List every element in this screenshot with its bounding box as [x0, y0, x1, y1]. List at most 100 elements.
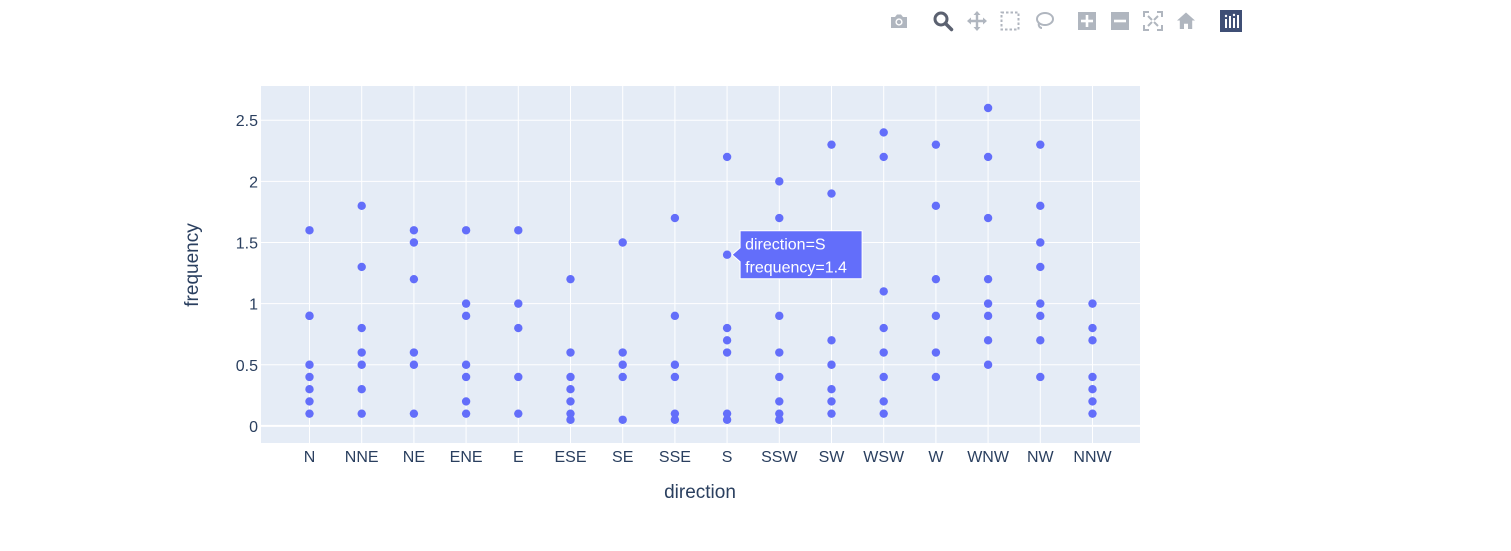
data-point[interactable] — [722, 409, 732, 418]
data-point[interactable] — [931, 274, 941, 284]
data-point[interactable] — [775, 372, 784, 382]
data-point[interactable] — [618, 415, 627, 424]
data-point[interactable] — [931, 372, 941, 382]
data-point[interactable] — [879, 152, 888, 162]
data-point[interactable] — [514, 372, 523, 382]
data-point[interactable] — [305, 397, 314, 406]
zoom-in-icon[interactable] — [1074, 8, 1100, 34]
data-point[interactable] — [618, 360, 627, 369]
data-point[interactable] — [305, 385, 314, 394]
data-point[interactable] — [514, 323, 523, 333]
data-point[interactable] — [879, 287, 888, 296]
data-point[interactable] — [775, 213, 784, 223]
data-point[interactable] — [357, 201, 366, 211]
data-point[interactable] — [305, 372, 314, 382]
data-point[interactable] — [879, 348, 888, 357]
plot-area[interactable] — [261, 86, 1140, 443]
data-point[interactable] — [1036, 299, 1045, 308]
plotly-logo-icon[interactable] — [1218, 8, 1244, 34]
data-point[interactable] — [775, 348, 784, 357]
data-point[interactable] — [670, 311, 680, 321]
data-point[interactable] — [879, 323, 888, 333]
data-point[interactable] — [983, 213, 993, 223]
data-point[interactable] — [931, 311, 941, 321]
data-point[interactable] — [879, 128, 888, 137]
data-point[interactable] — [566, 372, 575, 382]
data-point[interactable] — [1036, 140, 1045, 149]
data-point[interactable] — [514, 409, 523, 418]
data-point[interactable] — [722, 336, 732, 345]
data-point[interactable] — [357, 323, 366, 333]
data-point[interactable] — [670, 409, 680, 418]
data-point[interactable] — [670, 372, 680, 382]
data-point[interactable] — [931, 348, 941, 357]
reset-axes-icon[interactable] — [1173, 8, 1199, 34]
box-select-icon[interactable] — [997, 8, 1023, 34]
data-point[interactable] — [461, 226, 471, 235]
data-point[interactable] — [983, 311, 993, 321]
camera-icon[interactable] — [886, 8, 912, 34]
data-point[interactable] — [931, 201, 941, 211]
data-point[interactable] — [461, 311, 471, 321]
data-point[interactable] — [409, 360, 419, 369]
data-point[interactable] — [461, 372, 471, 382]
data-point[interactable] — [357, 409, 366, 418]
data-point[interactable] — [305, 226, 314, 235]
data-point[interactable] — [827, 385, 836, 394]
data-point[interactable] — [722, 152, 732, 162]
data-point[interactable] — [1088, 385, 1097, 394]
data-point[interactable] — [409, 348, 419, 357]
data-point[interactable] — [931, 140, 941, 149]
data-point[interactable] — [514, 226, 523, 235]
data-point[interactable] — [566, 397, 575, 406]
lasso-select-icon[interactable] — [1031, 8, 1057, 34]
data-point[interactable] — [670, 213, 680, 223]
data-point[interactable] — [827, 360, 836, 369]
data-point[interactable] — [1036, 201, 1045, 211]
data-point[interactable] — [775, 415, 784, 424]
data-point[interactable] — [409, 226, 419, 235]
data-point[interactable] — [983, 274, 993, 284]
data-point[interactable] — [879, 409, 888, 418]
data-point[interactable] — [305, 311, 314, 321]
data-point[interactable] — [670, 360, 680, 369]
data-point[interactable] — [1088, 372, 1097, 382]
data-point[interactable] — [1036, 238, 1045, 247]
data-point[interactable] — [514, 299, 523, 308]
data-point[interactable] — [1088, 299, 1097, 308]
data-point[interactable] — [1036, 262, 1045, 272]
data-point[interactable] — [722, 348, 732, 357]
data-point[interactable] — [357, 348, 366, 357]
data-point[interactable] — [618, 238, 627, 247]
data-point[interactable] — [670, 415, 680, 424]
data-point[interactable] — [722, 415, 732, 424]
data-point[interactable] — [827, 140, 836, 149]
data-point[interactable] — [983, 152, 993, 162]
zoom-out-icon[interactable] — [1107, 8, 1133, 34]
data-point[interactable] — [461, 299, 471, 308]
data-point[interactable] — [566, 415, 575, 424]
data-point[interactable] — [983, 299, 993, 308]
data-point[interactable] — [1088, 397, 1097, 406]
data-point[interactable] — [357, 385, 366, 394]
data-point[interactable] — [1088, 323, 1097, 333]
data-point[interactable] — [775, 409, 784, 418]
data-point[interactable] — [1036, 372, 1045, 382]
data-point[interactable] — [827, 336, 836, 345]
data-point[interactable] — [461, 397, 471, 406]
data-point[interactable] — [1088, 409, 1097, 418]
pan-icon[interactable] — [964, 8, 990, 34]
data-point[interactable] — [566, 348, 575, 357]
data-point[interactable] — [305, 409, 314, 418]
data-point[interactable] — [722, 250, 732, 259]
data-point[interactable] — [566, 274, 575, 284]
autoscale-icon[interactable] — [1140, 8, 1166, 34]
data-point[interactable] — [618, 372, 627, 382]
data-point[interactable] — [409, 274, 419, 284]
data-point[interactable] — [461, 409, 471, 418]
data-point[interactable] — [879, 397, 888, 406]
data-point[interactable] — [827, 397, 836, 406]
data-point[interactable] — [775, 397, 784, 406]
data-point[interactable] — [879, 372, 888, 382]
zoom-icon[interactable] — [930, 8, 956, 34]
